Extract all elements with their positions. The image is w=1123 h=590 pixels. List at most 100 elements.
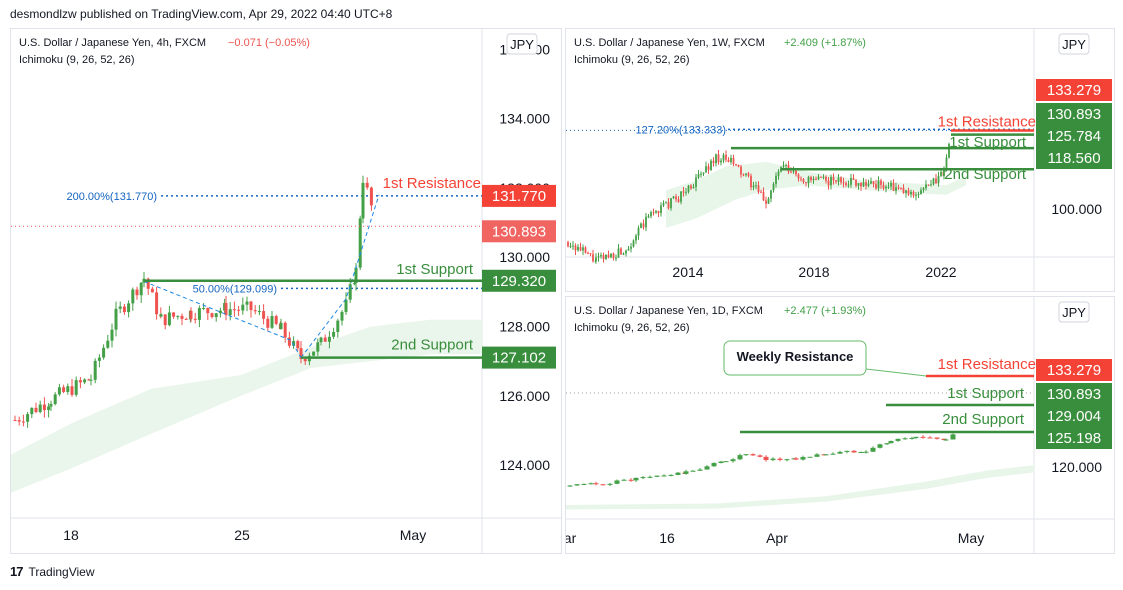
- candle-body: [940, 171, 942, 177]
- chart-panel-1d[interactable]: 120.000140.000JPYar16AprMay1st Resistanc…: [565, 296, 1115, 554]
- candle-body: [770, 190, 772, 199]
- candle-body: [892, 182, 895, 191]
- chart-svg-4h[interactable]: 124.000126.000128.000130.000132.000134.0…: [11, 29, 561, 553]
- candle-body: [837, 451, 843, 454]
- candle-body: [890, 182, 892, 187]
- chart-panel-4h[interactable]: 124.000126.000128.000130.000132.000134.0…: [10, 28, 562, 554]
- candle-body: [763, 456, 769, 461]
- candle-body: [777, 171, 780, 176]
- chart-svg-1d[interactable]: 120.000140.000JPYar16AprMay1st Resistanc…: [566, 297, 1114, 553]
- candle-body: [912, 191, 915, 196]
- price-tag-support-1-bg: [1036, 405, 1112, 427]
- chart-change: +2.477 (+1.93%): [784, 305, 866, 317]
- price-tag-support-2: 125.198: [1047, 430, 1101, 447]
- candle-body: [176, 315, 180, 317]
- candle-body: [697, 469, 703, 471]
- y-tick-label: 134.000: [499, 111, 550, 127]
- candle-body: [863, 451, 869, 453]
- candle-body: [850, 178, 852, 185]
- candle-body: [690, 470, 696, 472]
- candle-body: [820, 176, 822, 178]
- price-tag-resistance: 133.279: [1047, 362, 1101, 379]
- candle-body: [697, 174, 700, 178]
- candle-body: [323, 337, 327, 342]
- chart-svg-1w[interactable]: 100.000140.000JPY201420182022127.20%(133…: [566, 29, 1114, 291]
- candle-body: [725, 154, 727, 160]
- candle-body: [909, 437, 915, 439]
- candle-body: [34, 407, 38, 413]
- candle-body: [118, 306, 122, 309]
- candle-body: [704, 466, 710, 470]
- candle-body: [647, 216, 650, 218]
- candle-body: [941, 438, 947, 441]
- price-tag-resistance: 133.279: [1047, 82, 1101, 99]
- x-tick-label: 2022: [925, 264, 956, 280]
- candle-body: [770, 458, 776, 461]
- candle-body: [352, 283, 356, 285]
- candle-body: [633, 477, 639, 481]
- candle-body: [720, 160, 722, 163]
- candle-body: [837, 177, 840, 182]
- indicator-label: Ichimoku (9, 26, 52, 26): [574, 54, 690, 66]
- candle-body: [870, 447, 876, 452]
- candle-body: [102, 347, 106, 358]
- candle-body: [793, 458, 799, 460]
- candle-body: [690, 185, 692, 189]
- candle-body: [249, 301, 253, 311]
- trend-line-up: [300, 194, 380, 358]
- candle-body: [743, 454, 749, 456]
- indicator-label: Ichimoku (9, 26, 52, 26): [19, 54, 135, 66]
- candle-body: [927, 184, 930, 186]
- candle-body: [830, 176, 832, 186]
- candle-body: [167, 312, 171, 326]
- candle-body: [577, 246, 579, 251]
- chart-panel-1w[interactable]: 100.000140.000JPY201420182022127.20%(133…: [565, 28, 1115, 292]
- candle-body: [47, 406, 51, 411]
- price-tag-last-bg: [482, 220, 556, 243]
- candle-body: [53, 394, 57, 405]
- candle-body: [614, 480, 620, 484]
- candle-body: [595, 257, 597, 261]
- candle-body: [661, 475, 667, 477]
- candle-body: [810, 176, 812, 181]
- candle-body: [855, 179, 857, 186]
- candle-body: [582, 247, 584, 251]
- resistance-label: 1st Resistance: [383, 175, 481, 192]
- candle-body: [730, 157, 732, 163]
- candle-body: [146, 278, 150, 289]
- candle-body: [737, 165, 740, 167]
- fib-label: 127.20%(133.333): [635, 124, 726, 136]
- candle-body: [587, 252, 589, 254]
- candle-body: [625, 250, 627, 254]
- candle-body: [657, 210, 660, 214]
- candle-body: [38, 404, 42, 413]
- candle-body: [822, 176, 825, 178]
- candle-body: [672, 196, 675, 199]
- candle-body: [930, 184, 932, 186]
- candle-body: [827, 180, 830, 186]
- price-tag-resistance-bg: [1036, 359, 1112, 381]
- candle-body: [920, 190, 922, 195]
- candle-body: [654, 475, 660, 477]
- support-label-2: 2nd Support: [942, 411, 1025, 428]
- price-tag-support-1-bg: [1036, 125, 1112, 147]
- candle-body: [135, 289, 139, 296]
- candle-body: [840, 177, 842, 183]
- candle-body: [907, 190, 910, 195]
- candle-body: [880, 180, 882, 185]
- candle-body: [42, 404, 46, 411]
- candle-body: [712, 160, 715, 164]
- candle-body: [817, 176, 820, 180]
- candle-body: [737, 455, 743, 460]
- candle-body: [662, 203, 665, 206]
- support-label-1: 1st Support: [947, 385, 1025, 402]
- candle-body: [902, 438, 908, 440]
- candle-body: [621, 479, 627, 481]
- candle-body: [348, 284, 352, 300]
- candle-body: [635, 235, 637, 241]
- candle-body: [792, 170, 795, 172]
- candle-body: [581, 483, 587, 485]
- candle-body: [87, 379, 91, 381]
- candle-body: [844, 450, 850, 452]
- candle-body: [800, 178, 802, 180]
